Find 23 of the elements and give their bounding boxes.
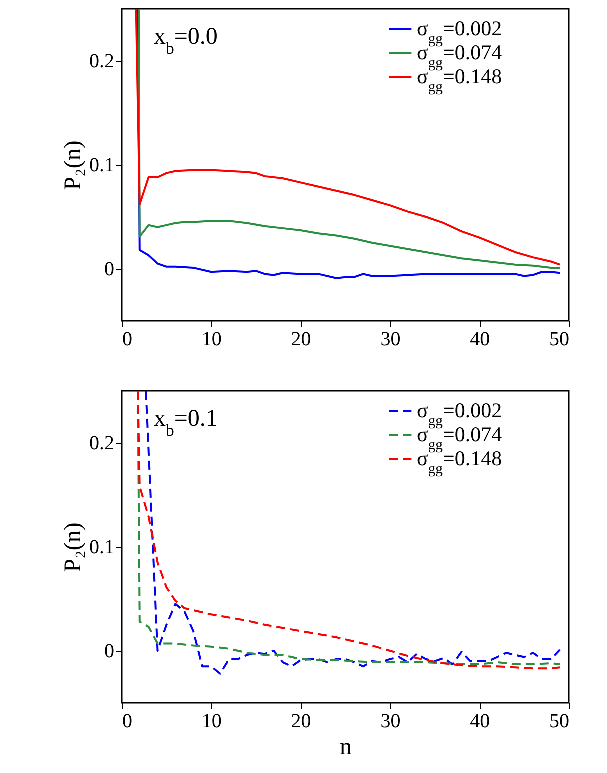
y-tick-label: 0.1: [90, 536, 114, 558]
y-tick-label: 0: [104, 258, 114, 280]
x-tick-label: 30: [380, 710, 401, 732]
y-tick-label: 0: [104, 640, 114, 662]
x-axis-title: n: [340, 734, 352, 760]
x-tick-label: 50: [550, 328, 570, 350]
x-tick-label: 0: [122, 328, 132, 350]
x-tick-label: 10: [202, 328, 222, 350]
x-tick-label: 40: [470, 328, 490, 350]
x-tick-label: 20: [291, 328, 312, 350]
y-tick-label: 0.2: [90, 432, 114, 454]
x-tick-label: 10: [202, 710, 222, 732]
x-tick-label: 50: [550, 710, 570, 732]
x-tick-label: 0: [122, 710, 132, 732]
y-tick-label: 0.1: [90, 154, 114, 176]
annotation: x$_{b}$=0.1: [154, 406, 218, 440]
x-tick-label: 40: [470, 710, 490, 732]
y-axis-title: P₂(n): [60, 522, 86, 572]
x-tick-label: 30: [380, 328, 401, 350]
annotation: x$_{b}$=0.0: [154, 24, 218, 58]
y-axis-title: P₂(n): [60, 140, 86, 190]
y-tick-label: 0.2: [90, 50, 114, 72]
x-tick-label: 20: [291, 710, 312, 732]
